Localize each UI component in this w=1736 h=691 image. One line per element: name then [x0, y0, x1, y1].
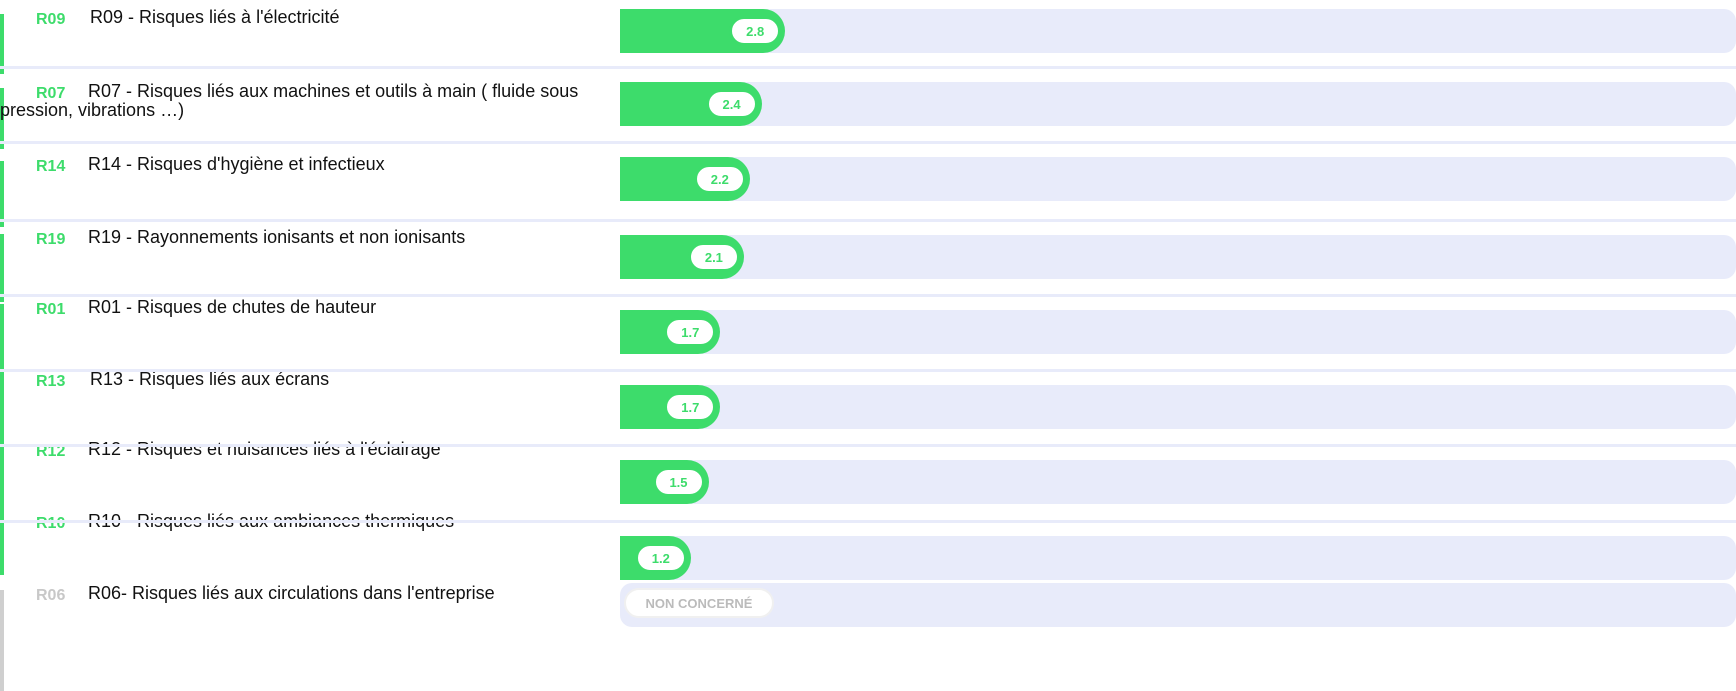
bar-track — [620, 310, 1736, 354]
row-edge — [0, 518, 4, 575]
row-separator — [0, 369, 1736, 372]
risk-code: R07 — [36, 85, 66, 102]
row-edge — [0, 304, 4, 377]
risk-code: R01 — [36, 301, 66, 318]
row-separator — [0, 520, 1736, 523]
risk-label: R19 - Rayonnements ionisants et non ioni… — [88, 227, 466, 247]
risk-label: R07 - Risques liés aux machines et outil… — [0, 81, 579, 120]
score-badge: 2.2 — [693, 164, 746, 194]
row-edge — [0, 234, 4, 302]
risk-code: R12 — [36, 443, 66, 460]
risk-code: R10 — [36, 515, 66, 532]
risk-code: R13 — [36, 373, 66, 390]
bar-track — [620, 583, 1736, 627]
risk-label: R13 - Risques liés aux écrans — [90, 369, 330, 389]
bar-track — [620, 460, 1736, 504]
risk-code: R09 — [36, 11, 66, 28]
row-edge — [0, 88, 4, 149]
risk-code: R19 — [36, 231, 66, 248]
score-badge: 2.4 — [705, 89, 758, 119]
score-badge: 1.7 — [664, 392, 717, 422]
bar-track — [620, 157, 1736, 201]
bar-track — [620, 536, 1736, 580]
risk-label: R06- Risques liés aux circulations dans … — [88, 583, 495, 603]
score-badge: 1.2 — [634, 543, 687, 573]
bar-track — [620, 385, 1736, 429]
row-separator — [0, 141, 1736, 144]
row-edge — [0, 14, 4, 74]
row-separator — [0, 66, 1736, 69]
risk-label: R12 - Risques et nuisances liés à l'écla… — [88, 439, 441, 459]
score-badge: 2.1 — [687, 242, 740, 272]
risk-label: R14 - Risques d'hygiène et infectieux — [88, 154, 385, 174]
row-separator — [0, 294, 1736, 297]
risk-label: R09 - Risques liés à l'électricité — [90, 7, 340, 27]
score-badge: 1.7 — [664, 317, 717, 347]
row-separator — [0, 219, 1736, 222]
row-edge — [0, 161, 4, 227]
risk-code: R14 — [36, 158, 66, 175]
row-separator — [0, 444, 1736, 447]
bar-track — [620, 9, 1736, 53]
status-badge: NON CONCERNÉ — [624, 588, 774, 618]
row-edge — [0, 376, 4, 452]
row-edge — [0, 446, 4, 528]
risk-label: R01 - Risques de chutes de hauteur — [88, 297, 377, 317]
risk-code: R06 — [36, 587, 66, 604]
bar-track — [620, 235, 1736, 279]
row-edge — [0, 590, 4, 691]
score-badge: 2.8 — [729, 16, 782, 46]
score-badge: 1.5 — [652, 467, 705, 497]
bar-track — [620, 82, 1736, 126]
